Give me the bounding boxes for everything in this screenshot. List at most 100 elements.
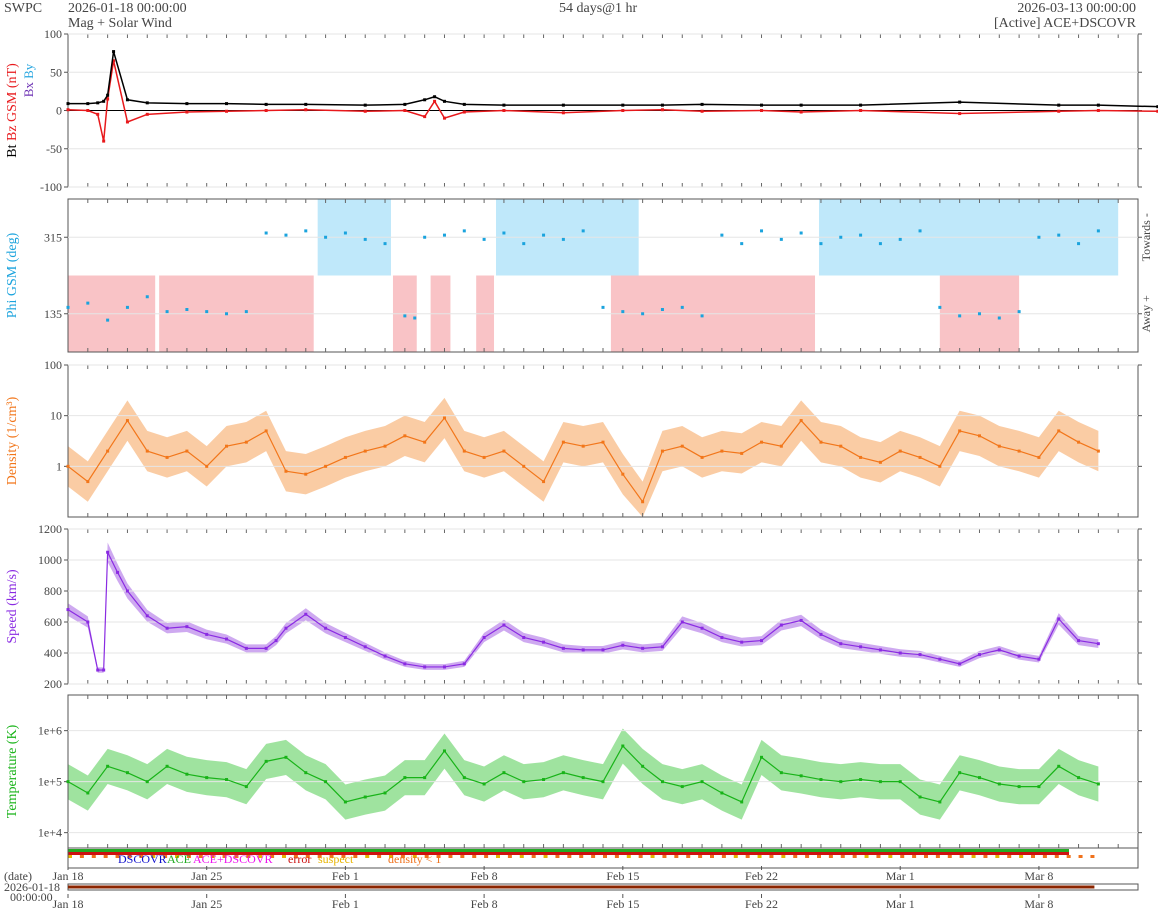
time-axis-bottom-label: Mar 1 (886, 897, 915, 908)
density-point (878, 460, 882, 464)
bt-point (799, 103, 803, 107)
date-label: (date) (4, 869, 32, 883)
density-point (264, 429, 268, 433)
density-point (938, 464, 942, 468)
density-flag-mark (210, 855, 215, 858)
phi-point (264, 231, 268, 235)
phi-point (1057, 233, 1061, 237)
phi-point (324, 235, 328, 239)
density-flag-mark (638, 855, 643, 858)
density-point (1017, 449, 1021, 453)
bz-point (403, 109, 407, 112)
speed-ytick-label: 200 (44, 677, 62, 691)
bt-point (760, 103, 764, 107)
mag-legend: Bx By (21, 63, 36, 97)
temperature-point (878, 780, 882, 784)
density-point (106, 449, 110, 453)
speed-point (205, 632, 209, 636)
bt-point (225, 102, 229, 106)
speed-point (383, 654, 387, 658)
density-flag-mark (127, 855, 132, 858)
speed-point (66, 608, 70, 612)
density-point (641, 500, 645, 504)
phi-point (581, 229, 585, 233)
phi-point (1017, 310, 1021, 314)
speed-point (264, 646, 268, 650)
density-point (423, 440, 427, 444)
bz-point (102, 139, 106, 143)
bt-point (502, 103, 506, 107)
density-flag-mark (115, 855, 120, 858)
time-axis-top-label: Feb 1 (332, 869, 359, 883)
phi-point (621, 310, 625, 314)
time-axis-top-label: Feb 15 (606, 869, 639, 883)
speed-point (423, 665, 427, 669)
time-axis-bottom-label: Feb 8 (471, 897, 498, 908)
phi-point (284, 233, 288, 237)
density-flag-mark (662, 855, 667, 858)
density-flag-mark (436, 855, 441, 858)
speed-point (462, 662, 466, 666)
density-flag-mark (496, 855, 500, 858)
bz-point (264, 109, 268, 112)
speed-point (561, 646, 565, 650)
bz-point (1156, 109, 1158, 113)
density-flag-mark (828, 855, 833, 858)
bt-line (68, 51, 1158, 108)
bz-point (304, 108, 308, 112)
phi-ytick-label: 135 (44, 307, 62, 321)
time-span: 54 days@1 hr (559, 1, 638, 16)
density-flag-mark (175, 855, 179, 858)
density-point (462, 449, 466, 453)
density-point (324, 464, 328, 468)
speed-ytick-label: 800 (44, 584, 62, 598)
density-flag-mark (924, 855, 928, 858)
speed-ytick-label: 1000 (38, 553, 62, 567)
temperature-point (839, 780, 843, 784)
density-flag-mark (1042, 855, 1047, 858)
density-point (502, 449, 506, 453)
bt-point (145, 101, 149, 105)
speed-point (284, 626, 288, 630)
phi-point (86, 301, 90, 305)
speed-point (878, 648, 882, 652)
bt-point (1096, 103, 1100, 107)
bz-point (700, 109, 704, 113)
temperature-range-band (68, 728, 1099, 820)
bt-point (66, 102, 70, 106)
density-flag-mark (293, 855, 298, 858)
density-flag-mark (733, 855, 738, 858)
density-ylabel: Density (1/cm³) (5, 396, 20, 485)
error-status-strip (68, 852, 1069, 855)
density-flag-mark (329, 855, 334, 858)
temperature-ylabel: Temperature (K) (5, 724, 20, 818)
density-point (918, 455, 922, 459)
temperature-point (581, 776, 585, 780)
density-flag-mark (817, 855, 821, 858)
bz-point (363, 109, 367, 113)
speed-ytick-label: 600 (44, 615, 62, 629)
speed-point (125, 589, 129, 593)
speed-point (641, 646, 645, 650)
density-point (700, 455, 704, 459)
density-flag-mark (1090, 855, 1095, 858)
density-flag-mark (103, 855, 108, 858)
phi-point (66, 305, 70, 309)
density-flag-mark (1078, 855, 1083, 858)
time-axis-top-label: Feb 22 (745, 869, 778, 883)
phi-point (740, 242, 744, 246)
speed-point (859, 645, 863, 649)
start-datetime: 2026-01-18 00:00:00 (68, 1, 187, 16)
bz-point (660, 108, 664, 112)
temperature-point (958, 771, 962, 775)
bz-point (1096, 109, 1100, 112)
density-point (779, 444, 783, 448)
speed-point (1017, 654, 1021, 658)
density-flag-mark (614, 855, 619, 858)
density-point (383, 444, 387, 448)
temperature-point (165, 764, 169, 768)
speed-point (898, 651, 902, 655)
speed-point (502, 623, 506, 627)
density-point (621, 472, 625, 476)
density-flag-mark (805, 855, 810, 858)
